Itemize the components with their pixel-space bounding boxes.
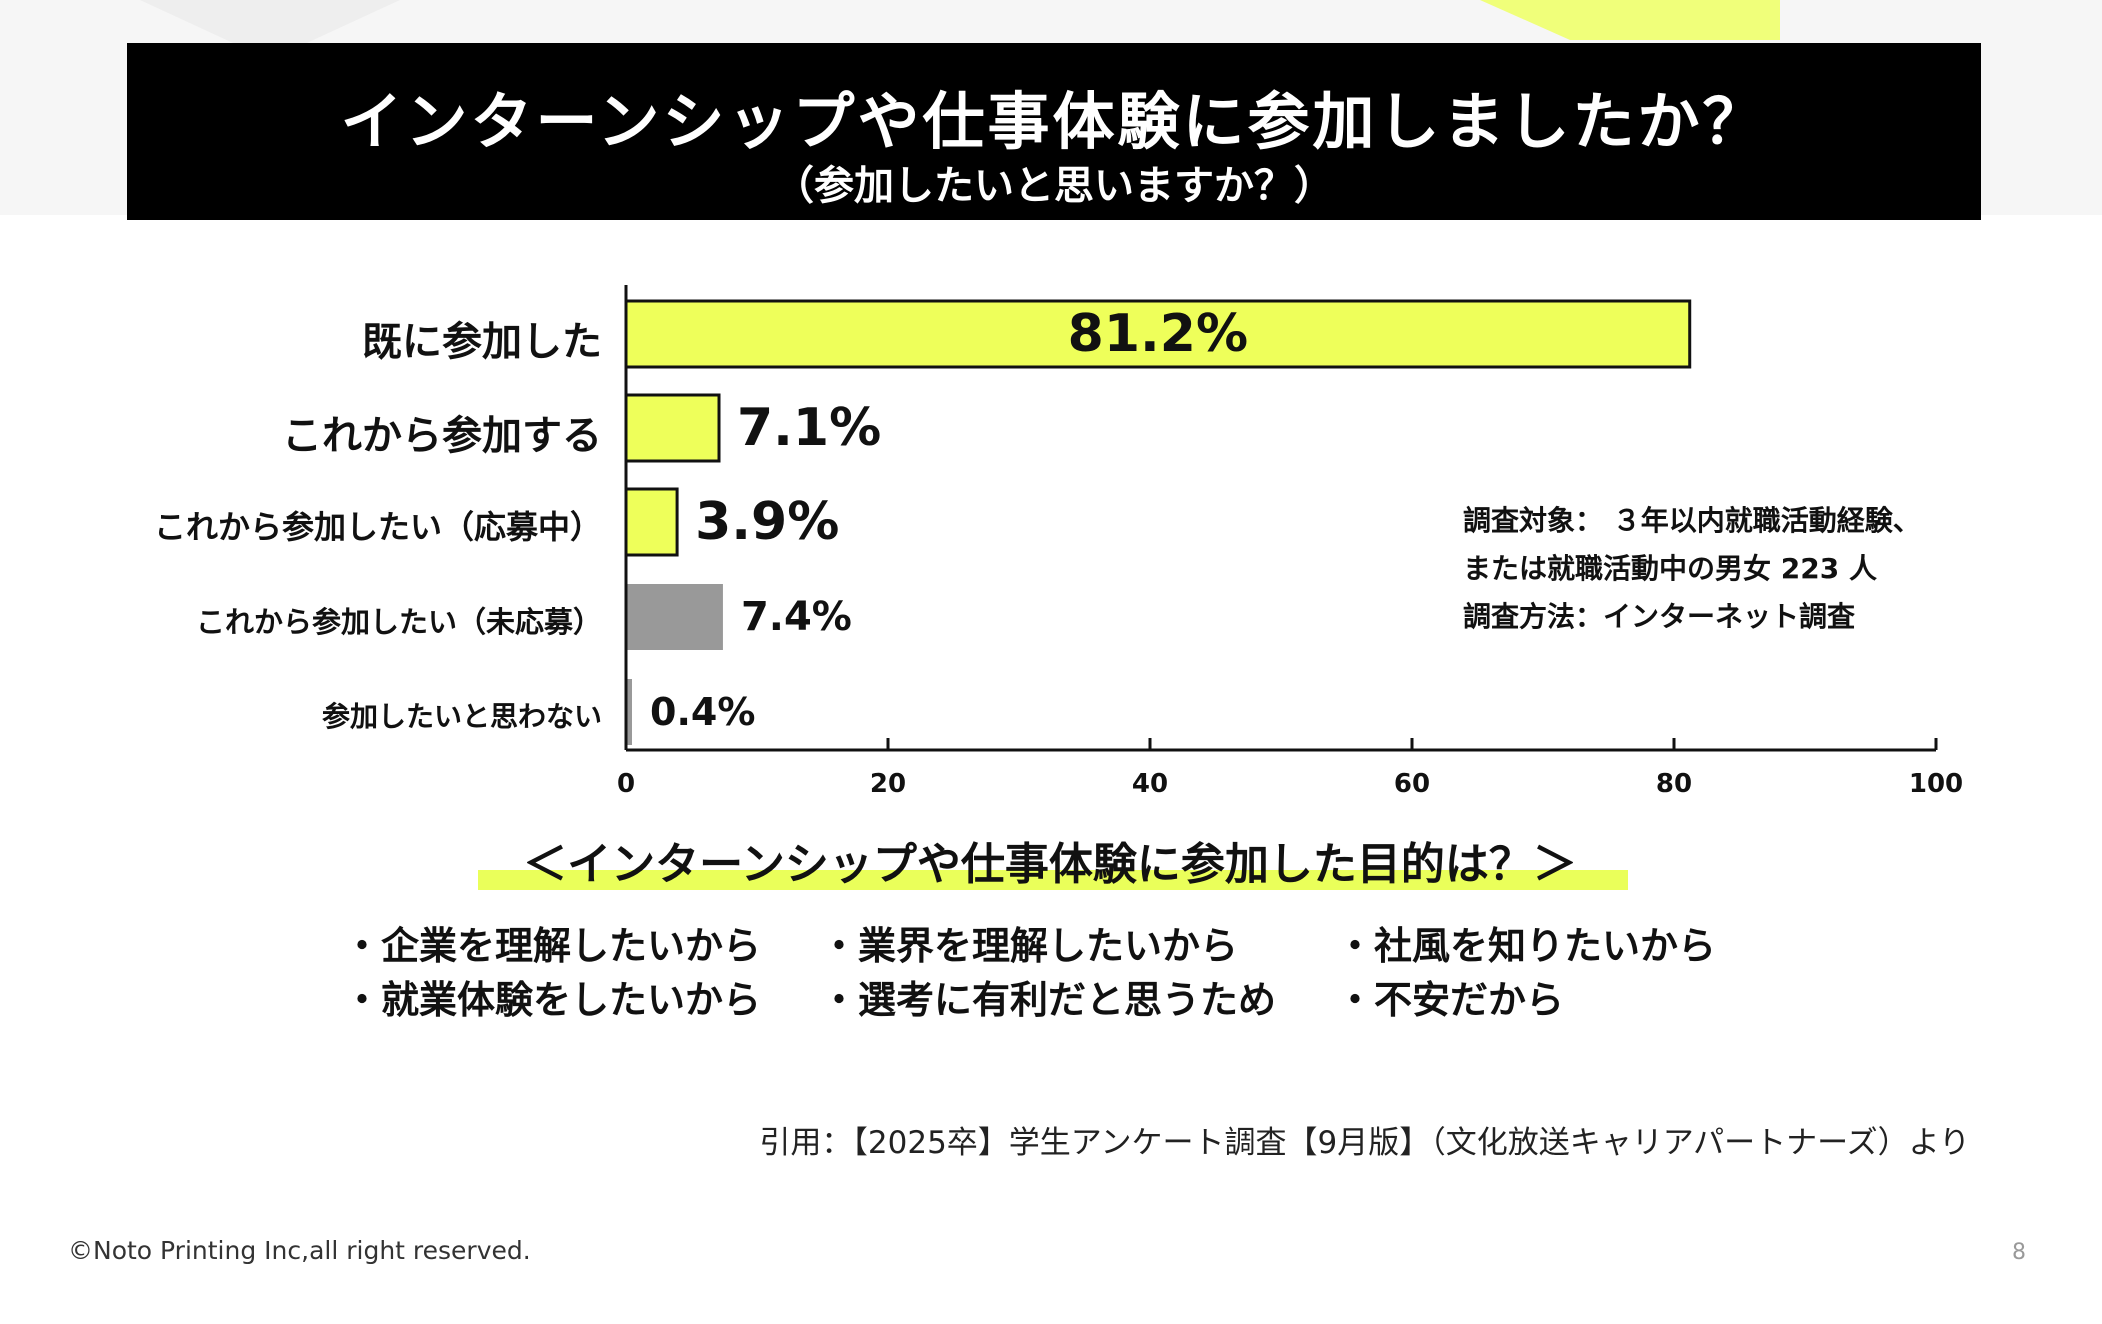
purpose-title: ＜インターンシップや仕事体験に参加した目的は？＞: [523, 839, 1577, 890]
purpose-item: ・不安だから: [1336, 978, 1565, 1022]
purpose-item: ・企業を理解したいから: [343, 924, 762, 968]
survey-note: 調査対象： ３年以内就職活動経験、 または就職活動中の男女 223 人 調査方法…: [1463, 497, 1921, 641]
title-band: インターンシップや仕事体験に参加しましたか？ （参加したいと思いますか？）: [127, 43, 1981, 220]
purpose-item: ・選考に有利だと思うため: [820, 978, 1277, 1022]
purpose-item: ・就業体験をしたいから: [343, 978, 762, 1022]
x-tick-label: 100: [1909, 769, 1963, 799]
x-tick-label: 20: [870, 769, 906, 799]
x-tick-label: 80: [1656, 769, 1692, 799]
purpose-item: ・業界を理解したいから: [820, 924, 1239, 968]
category-label: 参加したいと思わない: [321, 699, 602, 733]
bar-value-label: 0.4%: [650, 690, 755, 734]
bar-value-label: 7.4%: [741, 594, 852, 640]
bar: [624, 487, 679, 557]
copyright: ©Noto Printing Inc,all right reserved.: [68, 1236, 531, 1265]
survey-note-line: 調査対象： ３年以内就職活動経験、: [1463, 504, 1921, 537]
citation: 引用：【2025卒】学生アンケート調査【9月版】（文化放送キャリアパートナーズ）…: [759, 1125, 1970, 1161]
category-label: 既に参加した: [362, 319, 602, 366]
page-subtitle: （参加したいと思いますか？）: [774, 163, 1334, 209]
purpose-title-highlight: [478, 870, 1628, 890]
category-label: これから参加したい（応募中）: [153, 508, 602, 547]
x-tick-label: 60: [1394, 769, 1430, 799]
bar-chart: 81.2% 7.1% 3.9% 7.4% 0.4% 0 20 40 60 80 100: [617, 285, 1963, 799]
bar: [626, 584, 723, 650]
purpose-item: ・社風を知りたいから: [1336, 924, 1717, 968]
bar: [624, 393, 721, 463]
category-label: これから参加する: [282, 413, 602, 460]
survey-note-line: または就職活動中の男女 223 人: [1463, 552, 1877, 585]
page-title: インターンシップや仕事体験に参加しましたか？: [340, 85, 1768, 158]
bar-value-label: 3.9%: [695, 492, 839, 552]
bar: [624, 299, 1692, 369]
category-label: これから参加したい（未応募）: [195, 605, 602, 640]
page-number: 8: [2012, 1240, 2026, 1265]
bar-value-label: 7.1%: [737, 398, 881, 458]
x-tick-label: 0: [617, 769, 635, 799]
survey-note-line: 調査方法：インターネット調査: [1463, 600, 1856, 633]
bar-value-label: 81.2%: [1068, 304, 1248, 364]
bar: [626, 679, 632, 745]
x-tick-label: 40: [1132, 769, 1168, 799]
